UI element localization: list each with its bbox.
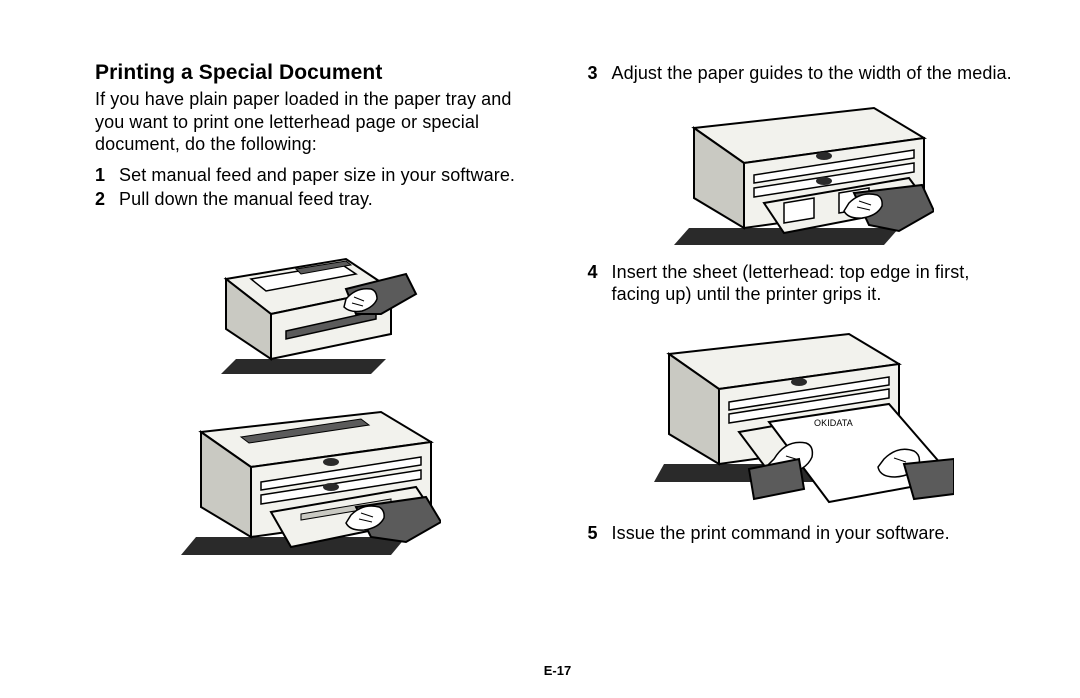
intro-paragraph: If you have plain paper loaded in the pa… xyxy=(95,88,528,156)
section-title: Printing a Special Document xyxy=(95,60,528,86)
svg-text:OKIDATA: OKIDATA xyxy=(814,418,853,428)
step-text: Set manual feed and paper size in your s… xyxy=(119,164,528,187)
printer-guides-illustration-icon xyxy=(674,93,934,253)
step-1: 1 Set manual feed and paper size in your… xyxy=(95,164,528,187)
right-column: 3 Adjust the paper guides to the width o… xyxy=(588,60,1021,659)
two-column-layout: Printing a Special Document If you have … xyxy=(95,60,1020,659)
printer-illustration-icon xyxy=(196,219,426,379)
figure-adjust-guides xyxy=(588,93,1021,253)
step-2: 2 Pull down the manual feed tray. xyxy=(95,188,528,211)
step-number: 5 xyxy=(588,522,602,545)
step-3: 3 Adjust the paper guides to the width o… xyxy=(588,62,1021,85)
step-text: Issue the print command in your software… xyxy=(612,522,1021,545)
step-text: Pull down the manual feed tray. xyxy=(119,188,528,211)
printer-front-illustration-icon xyxy=(181,387,441,567)
step-5: 5 Issue the print command in your softwa… xyxy=(588,522,1021,545)
step-number: 4 xyxy=(588,261,602,306)
step-number: 2 xyxy=(95,188,109,211)
step-4: 4 Insert the sheet (letterhead: top edge… xyxy=(588,261,1021,306)
step-text: Insert the sheet (letterhead: top edge i… xyxy=(612,261,1021,306)
step-text: Adjust the paper guides to the width of … xyxy=(612,62,1021,85)
page-number: E-17 xyxy=(95,663,1020,678)
figure-pull-tray xyxy=(95,219,528,379)
step-number: 1 xyxy=(95,164,109,187)
figure-tray-open xyxy=(95,387,528,567)
figure-insert-sheet: OKIDATA xyxy=(588,314,1021,514)
manual-page: Printing a Special Document If you have … xyxy=(0,0,1080,698)
left-column: Printing a Special Document If you have … xyxy=(95,60,528,659)
step-number: 3 xyxy=(588,62,602,85)
printer-insert-illustration-icon: OKIDATA xyxy=(654,314,954,514)
